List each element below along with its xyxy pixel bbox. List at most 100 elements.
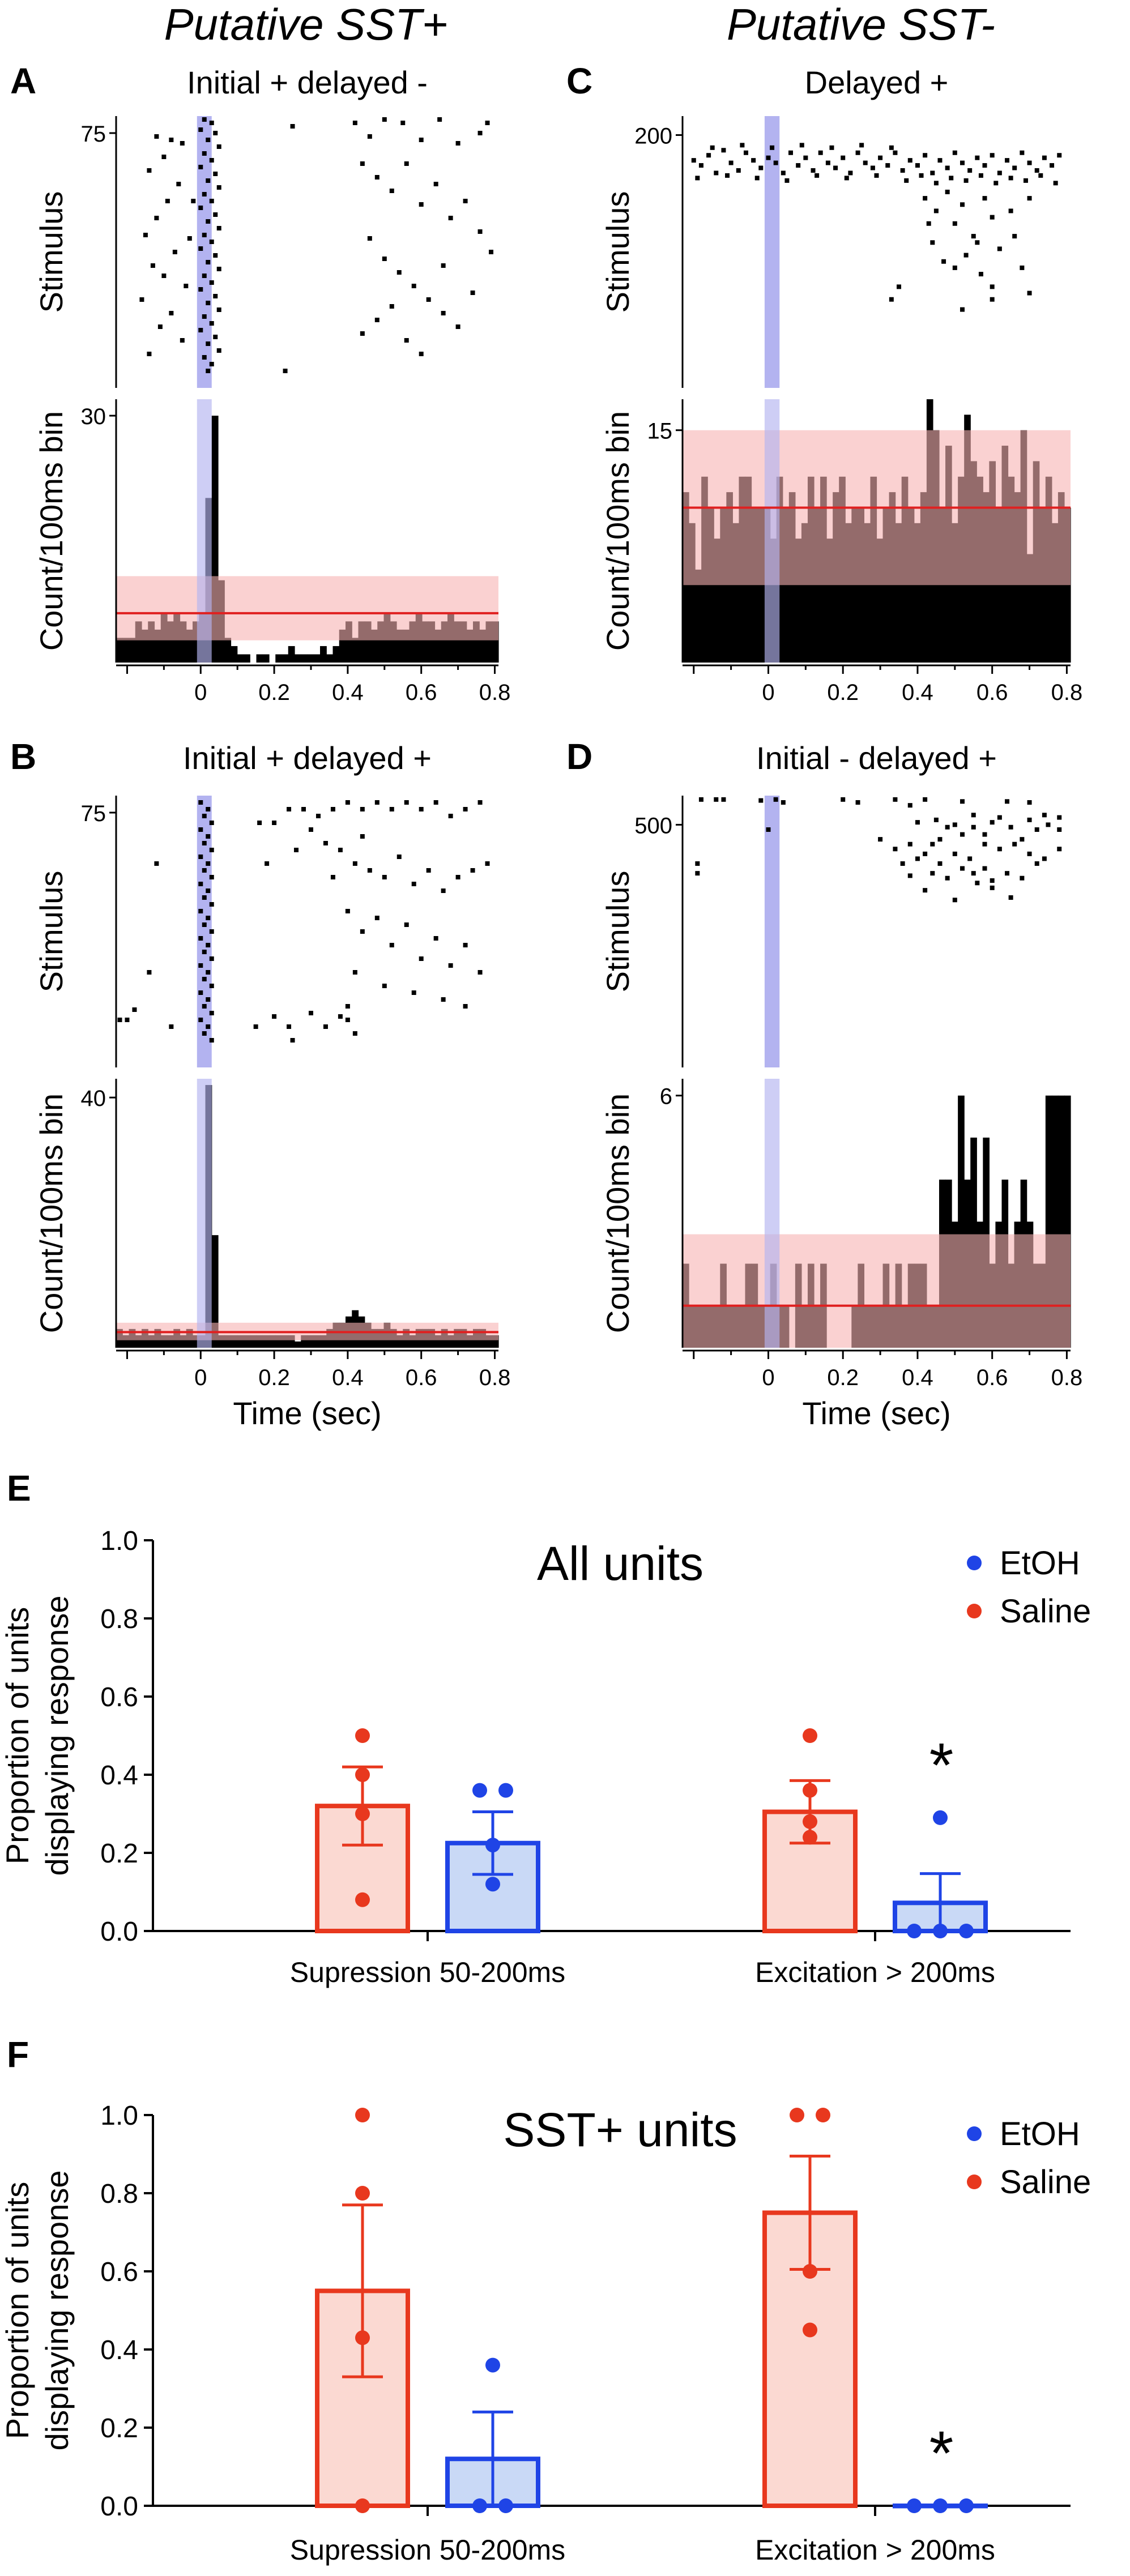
raster-ytick-label: 75 (81, 801, 106, 826)
spike-dot (1012, 234, 1017, 239)
spike-dot (209, 321, 214, 326)
spike-dot (859, 143, 864, 148)
hist-bar (454, 621, 461, 663)
spike-dot (751, 158, 756, 163)
spike-dot (1012, 165, 1017, 170)
spike-dot (426, 868, 431, 873)
spike-dot (202, 868, 207, 873)
spike-dot (736, 168, 741, 173)
data-point-etoh (907, 2498, 922, 2513)
spike-dot (855, 800, 860, 805)
spike-dot (784, 178, 790, 183)
hist-bar (479, 629, 487, 663)
spike-dot (1042, 856, 1047, 861)
panel-letter-f: F (7, 2034, 29, 2075)
spike-dot (863, 160, 868, 165)
hist-bar (160, 1335, 168, 1348)
spike-dot (206, 1024, 211, 1029)
spike-dot (206, 916, 211, 920)
spike-dot (1027, 851, 1032, 856)
spike-dot (187, 236, 192, 241)
data-point-saline (790, 2108, 804, 2122)
spike-dot (382, 257, 387, 261)
spike-dot (960, 799, 965, 804)
spike-dot (758, 165, 764, 170)
spike-dot (691, 158, 696, 163)
spike-dot (202, 233, 207, 237)
spike-dot (1005, 158, 1010, 163)
spike-dot (1008, 176, 1013, 181)
spike-dot (206, 970, 211, 975)
spike-dot (997, 815, 1002, 820)
baseline-band-a (116, 576, 498, 640)
raster-ytick-label: 500 (634, 813, 672, 838)
hist-bar (135, 621, 142, 663)
hist-bar (307, 1335, 314, 1348)
hist-bar (403, 629, 410, 663)
spike-dot (952, 898, 957, 903)
spike-dot (1050, 163, 1055, 168)
hist-xtick-label: 0.8 (1051, 680, 1083, 705)
hist-bar (122, 1335, 130, 1348)
stim-band-hist-a (197, 399, 212, 663)
hist-bar (826, 539, 833, 663)
hist-bar (339, 629, 346, 663)
spike-dot (257, 821, 262, 825)
spike-dot (206, 861, 211, 866)
spike-dot (971, 234, 976, 239)
spike-dot (982, 163, 987, 168)
spike-dot (1057, 815, 1062, 820)
spike-dot (811, 168, 816, 173)
bar-ytick-label: 1.0 (100, 2101, 138, 2131)
spike-dot (971, 871, 976, 876)
spike-dot (216, 348, 221, 353)
spike-dot (323, 841, 328, 845)
spike-dot (818, 150, 823, 155)
hist-bar (958, 1095, 965, 1348)
panel-title-d: Initial - delayed + (756, 740, 997, 776)
panel-title-c: Delayed + (805, 65, 949, 100)
hist-ylabel-a: Count/100ms bin (33, 411, 69, 651)
bar-ylabel-line: displaying response (39, 2171, 75, 2451)
hist-bar (244, 1335, 250, 1348)
spike-dot (695, 861, 700, 866)
legend-marker-saline (967, 1604, 982, 1618)
spike-dot (206, 301, 211, 305)
spike-dot (198, 246, 203, 251)
spike-dot (870, 165, 875, 170)
bar-ytick-label: 0.6 (100, 2257, 138, 2287)
bar-ytick-label: 1.0 (100, 1526, 138, 1556)
spike-dot (952, 221, 957, 226)
spike-dot (411, 882, 416, 886)
spike-dot (209, 1038, 214, 1043)
spike-dot (1042, 155, 1047, 160)
hist-bar (244, 654, 250, 663)
hist-xtick-label: 0.4 (332, 1365, 364, 1390)
data-point-etoh (959, 1924, 974, 1938)
spike-dot (937, 158, 943, 163)
hist-bar (326, 654, 334, 663)
hist-bar (262, 1335, 270, 1348)
spike-dot (1034, 168, 1039, 173)
spike-dot (198, 165, 203, 169)
spike-dot (180, 141, 185, 146)
hist-bar (224, 1335, 232, 1348)
spike-dot (419, 807, 424, 811)
spike-dot (1046, 822, 1051, 827)
legend-label-etoh: EtOH (1000, 2116, 1080, 2152)
hist-bar (142, 629, 148, 663)
hist-bar (193, 621, 199, 663)
hist-ytick-label: 15 (647, 419, 673, 444)
spike-dot (489, 250, 494, 254)
spike-dot (952, 822, 957, 827)
hist-ytick-label: 30 (81, 404, 106, 429)
spike-dot (198, 990, 203, 995)
spike-dot (773, 797, 778, 802)
spike-dot (470, 868, 475, 873)
spike-dot (907, 803, 912, 808)
spike-dot (161, 155, 167, 159)
hist-bar (154, 629, 161, 663)
spike-dot (997, 170, 1002, 176)
hist-xtick-label: 0.2 (827, 680, 859, 705)
